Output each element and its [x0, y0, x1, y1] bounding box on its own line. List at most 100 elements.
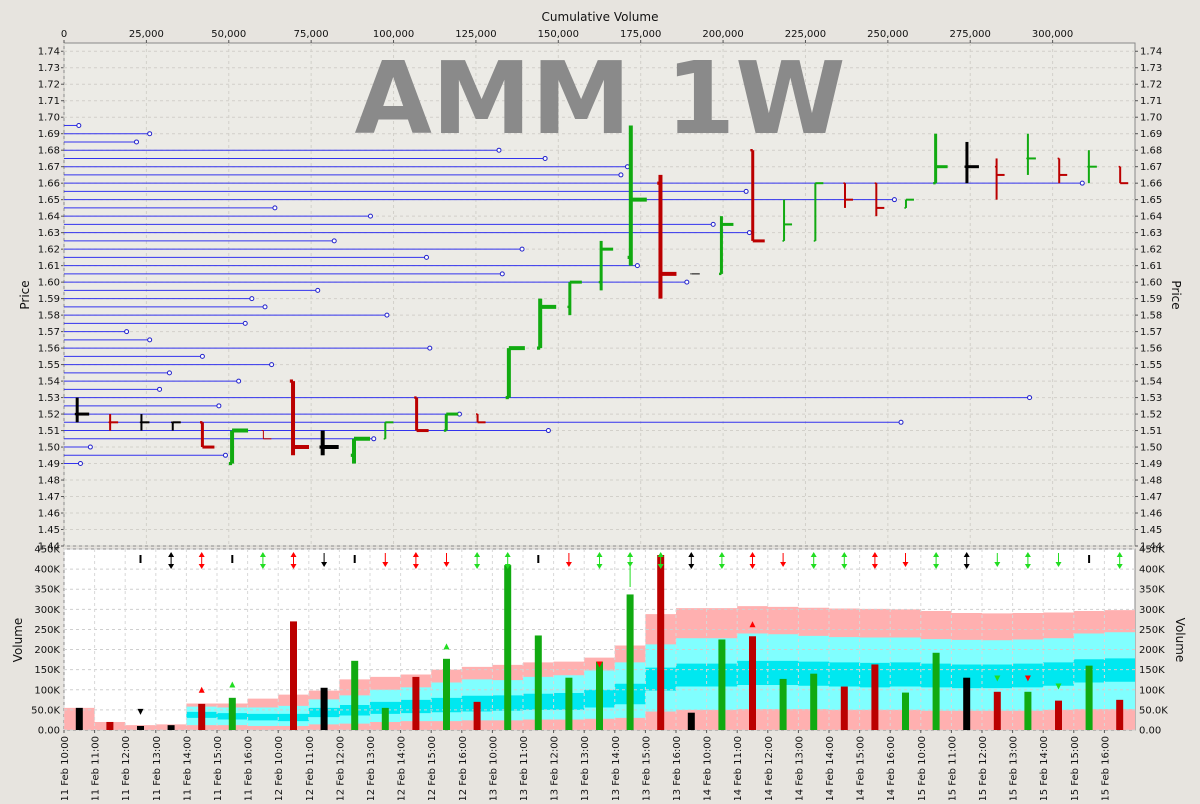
price-plot-area	[63, 42, 1136, 547]
volume-at-price-point	[1079, 180, 1085, 186]
price-tick-label-right: 1.44	[1140, 542, 1162, 553]
price-tick-label-left: 1.51	[38, 426, 60, 437]
signal-arrow-down	[1055, 562, 1062, 567]
volume-at-price-point	[545, 428, 551, 434]
price-tick-label-right: 1.67	[1140, 162, 1162, 173]
volume-bar	[687, 712, 695, 730]
signal-arrow-down	[412, 564, 419, 569]
volume-at-price-point	[634, 263, 640, 269]
volume-at-price-point	[746, 230, 752, 236]
price-tick-label-right: 1.54	[1140, 377, 1162, 388]
volume-at-price-point	[519, 246, 525, 252]
cumulative-volume-tick-label: 0	[61, 29, 67, 40]
time-tick-label: 15 Feb 12:00	[978, 736, 989, 800]
price-tick-label-right: 1.66	[1140, 179, 1162, 190]
time-tick-label: 12 Feb 12:00	[335, 736, 346, 800]
volume-bar	[565, 677, 573, 730]
signal-arrow-down	[474, 564, 481, 569]
volume-bar	[1055, 700, 1062, 730]
volume-at-price-point	[199, 353, 205, 359]
price-tick-label-left: 1.68	[38, 146, 60, 157]
volume-bar	[443, 658, 450, 730]
signal-arrow-up	[1024, 552, 1031, 557]
signal-arrow-down	[382, 562, 389, 567]
price-tick-label-right: 1.64	[1140, 212, 1162, 223]
price-tick-label-left: 1.49	[38, 459, 60, 470]
volume-bar	[412, 676, 420, 730]
volume-tick-label-left: 200K	[34, 645, 60, 656]
volume-bar	[993, 691, 1001, 730]
signal-arrow-down	[810, 564, 817, 569]
time-tick-label: 11 Feb 16:00	[244, 736, 255, 800]
time-tick-label: 15 Feb 14:00	[1039, 736, 1050, 800]
signal-arrow-down	[321, 562, 328, 567]
signal-arrow-up	[259, 552, 266, 557]
price-tick-label-right: 1.73	[1140, 63, 1162, 74]
price-tick-label-right: 1.63	[1140, 228, 1162, 239]
price-tick-label-left: 1.58	[38, 311, 60, 322]
volume-tick-label-left: 450K	[34, 545, 60, 556]
volume-tick-label-right: 200K	[1139, 645, 1165, 656]
cumulative-volume-tick-label: 250,000	[867, 29, 908, 40]
time-tick-label: 11 Feb 15:00	[213, 736, 224, 800]
price-tick-label-left: 1.54	[38, 377, 60, 388]
price-tick-label-left: 1.44	[38, 542, 60, 553]
volume-bar	[381, 707, 389, 730]
time-tick-label: 14 Feb 10:00	[703, 736, 714, 800]
volume-bar	[137, 725, 144, 730]
cumulative-volume-tick-label: 275,000	[950, 29, 991, 40]
signal-arrow-down	[1116, 564, 1123, 569]
price-tick-label-left: 1.67	[38, 162, 60, 173]
price-tick-label-left: 1.69	[38, 129, 60, 140]
time-tick-label: 13 Feb 10:00	[488, 736, 499, 800]
signal-arrow-up	[688, 552, 695, 557]
price-tick-label-left: 1.71	[38, 96, 60, 107]
volume-at-price-point	[371, 436, 377, 442]
signal-arrow-up	[504, 552, 511, 557]
volume-axis-title-right: Volume	[1173, 618, 1187, 663]
volume-at-price-point	[315, 287, 321, 293]
volume-at-price-point	[367, 213, 373, 219]
price-axis-title-left: Price	[18, 280, 32, 309]
price-tick-label-left: 1.55	[38, 360, 60, 371]
signal-arrow-down	[259, 564, 266, 569]
time-tick-label: 14 Feb 14:00	[825, 736, 836, 800]
volume-at-price-point	[236, 378, 242, 384]
volume-at-price-point	[87, 444, 93, 450]
volume-bar	[167, 725, 175, 730]
volume-bar	[473, 701, 481, 730]
time-tick-label: 15 Feb 13:00	[1009, 736, 1020, 800]
volume-marker-triangle	[596, 661, 603, 668]
signal-arrow-up	[871, 552, 878, 557]
volume-bar	[1024, 691, 1032, 730]
time-tick-label: 15 Feb 11:00	[947, 736, 958, 800]
volume-bar	[106, 721, 114, 730]
volume-tick-label-right: 450K	[1139, 545, 1165, 556]
signal-arrow-up	[198, 552, 205, 557]
volume-at-price-point	[272, 205, 278, 211]
time-tick-label: 11 Feb 12:00	[121, 736, 132, 800]
volume-at-price-point	[77, 461, 83, 467]
signal-arrow-down	[963, 564, 970, 569]
volume-tick-label-right: 50.0K	[1139, 705, 1168, 716]
volume-marker-triangle	[994, 675, 1001, 682]
time-tick-label: 14 Feb 15:00	[856, 736, 867, 800]
volume-tick-label-right: 350K	[1139, 585, 1165, 596]
time-tick-label: 12 Feb 16:00	[458, 736, 469, 800]
price-tick-label-right: 1.52	[1140, 410, 1162, 421]
price-tick-label-right: 1.61	[1140, 261, 1162, 272]
volume-bar	[902, 692, 909, 730]
volume-marker-triangle	[749, 621, 756, 628]
volume-at-price-point	[147, 337, 153, 343]
volume-marker-triangle	[1055, 683, 1062, 690]
price-tick-label-right: 1.57	[1140, 327, 1162, 338]
volume-bar	[320, 687, 328, 730]
chart-title-watermark: AMM 1W	[354, 40, 845, 157]
signal-arrow-down	[1024, 564, 1031, 569]
signal-arrow-down	[627, 562, 634, 567]
volume-at-price-point	[269, 362, 275, 368]
price-tick-label-left: 1.59	[38, 294, 60, 305]
volume-at-price-point	[222, 452, 228, 458]
volume-at-price-point	[216, 403, 222, 409]
